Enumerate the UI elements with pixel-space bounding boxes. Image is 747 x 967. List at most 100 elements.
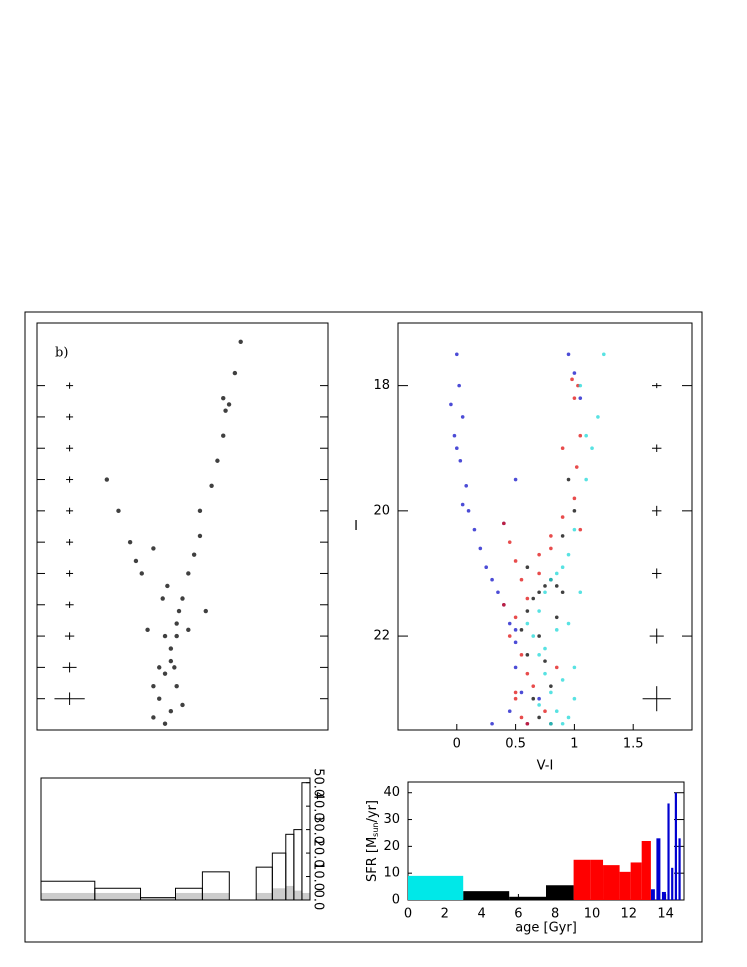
point (513, 696, 518, 701)
x-tick-label: 0 (453, 737, 461, 752)
bar (201, 871, 230, 901)
bar (41, 892, 95, 900)
plot-frame (36, 322, 329, 731)
point (531, 634, 536, 638)
point (455, 352, 459, 357)
point (560, 565, 565, 569)
point (180, 702, 185, 708)
point (157, 696, 162, 701)
point (226, 402, 232, 407)
point (578, 433, 583, 438)
point (543, 671, 547, 676)
point (572, 496, 577, 501)
x-tick-label: 2 (441, 907, 449, 922)
point (543, 659, 547, 663)
point (513, 690, 518, 695)
y-axis-label-text: SFR [M (365, 837, 380, 882)
point (566, 477, 571, 482)
bar (256, 892, 273, 900)
point (139, 571, 144, 576)
point (566, 715, 571, 720)
point (560, 678, 565, 682)
bar (650, 889, 655, 900)
y2-tick-label: 40.0 (311, 792, 326, 821)
point (549, 534, 553, 538)
bar (667, 803, 670, 900)
point (570, 377, 574, 382)
point (549, 690, 553, 695)
x-tick-label: 14 (657, 907, 674, 922)
point (513, 559, 518, 563)
point (554, 571, 559, 576)
point (566, 621, 571, 626)
y2-tick-label: 20.0 (311, 839, 326, 868)
bar (94, 887, 142, 901)
point (209, 483, 214, 488)
point (496, 590, 500, 595)
point (519, 628, 524, 632)
point (180, 596, 185, 601)
point (537, 696, 541, 701)
bar (509, 896, 546, 900)
point (525, 596, 530, 601)
point (549, 577, 553, 582)
point (525, 609, 530, 613)
bar (301, 892, 310, 900)
point (525, 653, 530, 657)
bar (661, 891, 666, 900)
bar (140, 897, 176, 900)
point (554, 615, 559, 620)
point (543, 646, 547, 651)
point (554, 709, 559, 714)
point (537, 703, 541, 707)
point (162, 633, 168, 639)
point (104, 477, 110, 482)
bar (671, 867, 674, 900)
bar (293, 890, 302, 900)
point (572, 509, 577, 513)
point (162, 721, 168, 726)
y-axis-label-sub: sun (371, 823, 380, 837)
point (537, 715, 541, 720)
x-tick-label: 12 (621, 907, 638, 922)
bar (272, 888, 286, 900)
bar (641, 841, 651, 900)
point (478, 546, 483, 551)
bar (175, 892, 203, 900)
point (525, 621, 530, 626)
y-tick-label: 0 (392, 893, 400, 908)
point (215, 458, 220, 463)
point (507, 540, 512, 544)
point (223, 408, 228, 413)
point (165, 583, 170, 589)
point (507, 709, 512, 714)
point (513, 665, 518, 670)
point (549, 546, 553, 551)
point (221, 433, 226, 438)
point (186, 571, 191, 576)
point (490, 721, 494, 726)
point (519, 715, 524, 720)
bar (94, 892, 141, 900)
point (513, 628, 518, 632)
point (602, 352, 606, 357)
point (560, 446, 565, 451)
point (507, 634, 512, 638)
bar (546, 885, 574, 900)
point (472, 527, 477, 532)
y2-tick-label: 30.0 (311, 815, 326, 844)
point (449, 402, 453, 407)
point (157, 665, 162, 670)
point (168, 709, 174, 714)
point (537, 552, 541, 557)
point (578, 383, 583, 388)
point (554, 628, 559, 632)
x-tick-label: 0 (404, 907, 412, 922)
point (537, 571, 541, 576)
point (531, 596, 536, 601)
point (554, 584, 559, 588)
annotation: b) (55, 346, 68, 361)
point (232, 370, 238, 376)
point (162, 671, 168, 676)
